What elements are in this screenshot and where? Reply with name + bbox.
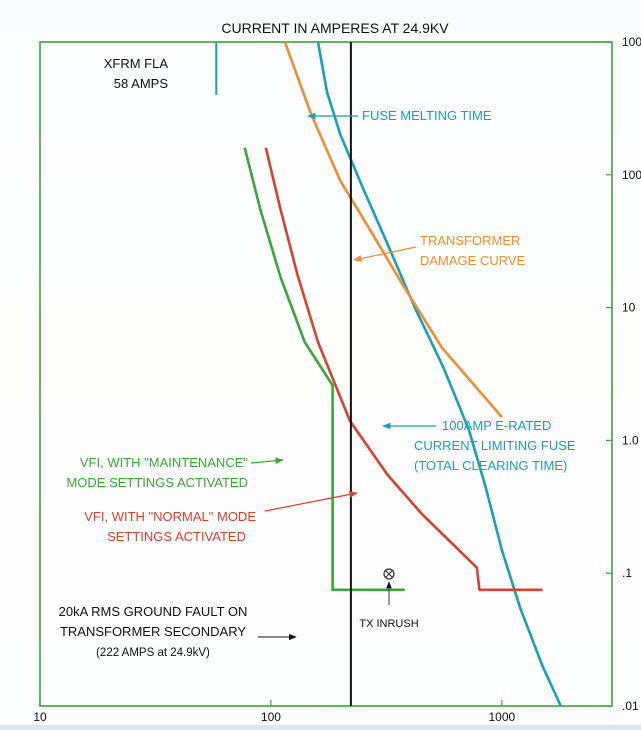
maintenance-label-line1: VFI, WITH "MAINTENANCE" <box>80 455 249 470</box>
inrush-annotation: TX INRUSH <box>359 568 419 630</box>
y-tick-label: .01 <box>622 699 639 713</box>
transformer-arrow <box>353 246 417 262</box>
normal-annotation: VFI, WITH "NORMAL" MODE SETTINGS ACTIVAT… <box>84 491 358 544</box>
y-tick-label: 100 <box>622 35 641 49</box>
fault-label-line3: (222 AMPS at 24.9kV) <box>96 647 210 659</box>
chart-title: CURRENT IN AMPERES AT 24.9KV <box>221 20 449 36</box>
inrush-marker-cross2 <box>385 570 393 578</box>
fault-label-line2: TRANSFORMER SECONDARY <box>60 624 246 639</box>
series-vfi-normal-line <box>264 147 543 592</box>
series-fuse-line <box>316 41 562 707</box>
fuse-clearing-label-line2: CURRENT LIMITING FUSE <box>414 438 576 453</box>
transformer-label-line2: DAMAGE CURVE <box>420 253 526 268</box>
transformer-label-line1: TRANSFORMER <box>420 233 520 248</box>
fuse-clearing-label-line1: 100AMP E-RATED <box>442 418 551 433</box>
fla-annotation: XFRM FLA 58 AMPS <box>104 56 169 91</box>
normal-label-line2: SETTINGS ACTIVATED <box>107 529 246 544</box>
fuse-melting-label: FUSE MELTING TIME <box>362 108 492 123</box>
x-tick-label: 10 <box>33 710 47 724</box>
normal-arrow <box>264 491 358 512</box>
y-tick-label: 1.0 <box>622 433 639 447</box>
normal-label-line1: VFI, WITH "NORMAL" MODE <box>84 509 256 524</box>
y-tick-label: .1 <box>622 566 632 580</box>
fla-label-line1: XFRM FLA <box>104 56 169 71</box>
fuse-clearing-annotation: 100AMP E-RATED CURRENT LIMITING FUSE (TO… <box>382 418 576 473</box>
x-tick-label: 100 <box>261 710 281 724</box>
fault-annotation: 20kA RMS GROUND FAULT ON TRANSFORMER SEC… <box>59 604 297 659</box>
fuse-melting-annotation: FUSE MELTING TIME <box>307 108 492 123</box>
fla-label-line2: 58 AMPS <box>114 76 169 91</box>
fuse-clearing-label-line3: (TOTAL CLEARING TIME) <box>414 458 567 473</box>
series-vfi-maint-line <box>243 147 405 592</box>
fault-label-line1: 20kA RMS GROUND FAULT ON <box>59 604 248 619</box>
maintenance-arrow <box>250 457 284 465</box>
y-tick-label: 100 <box>622 168 641 182</box>
inrush-marker-icon <box>383 568 395 580</box>
plot-frame <box>39 41 613 707</box>
y-tick-label: 10 <box>622 301 636 315</box>
maintenance-annotation: VFI, WITH "MAINTENANCE" MODE SETTINGS AC… <box>66 455 284 490</box>
transformer-annotation: TRANSFORMER DAMAGE CURVE <box>353 233 526 268</box>
maintenance-label-line2: MODE SETTINGS ACTIVATED <box>66 475 248 490</box>
x-tick-label: 1000 <box>488 710 515 724</box>
inrush-label: TX INRUSH <box>359 618 418 630</box>
